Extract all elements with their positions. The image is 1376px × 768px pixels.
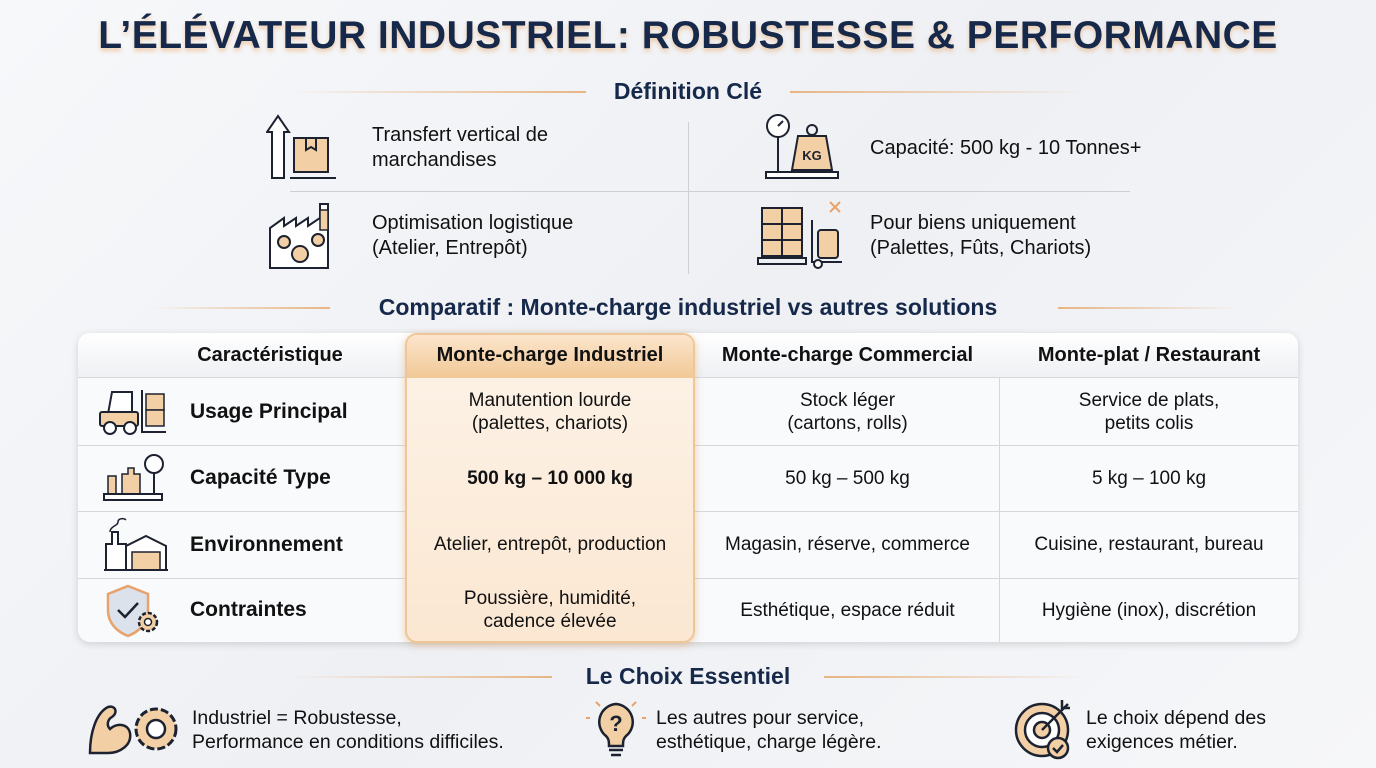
- choice-heading: Le Choix Essentiel: [585, 663, 791, 689]
- column-header: Monte-charge Commercial: [721, 344, 974, 366]
- table-cell: Service de plats, petits colis: [1078, 389, 1220, 434]
- highlight-header: [407, 335, 693, 378]
- column-header: Monte-charge Industriel: [436, 344, 664, 366]
- table-cell: Manutention lourde (palettes, chariots): [468, 389, 632, 434]
- table-cell: Esthétique, espace réduit: [740, 599, 955, 621]
- choice-item: Industriel = Robustesse, Performance en c…: [192, 707, 504, 753]
- table-cell: 500 kg – 10 000 kg: [467, 467, 633, 489]
- definition-item: Pour biens uniquement (Palettes, Fûts, Ch…: [870, 212, 1092, 259]
- choice-item: Les autres pour service, esthétique, char…: [656, 707, 882, 753]
- target-check-icon: [1014, 700, 1070, 760]
- divider: [790, 91, 1086, 93]
- page-title: L’ÉLÉVATEUR INDUSTRIEL: ROBUSTESSE & PER…: [98, 14, 1278, 57]
- box-up-arrow-icon: [266, 114, 336, 179]
- table-cell: 50 kg – 500 kg: [785, 467, 910, 489]
- divider: [290, 191, 1130, 192]
- table-cell: Atelier, entrepôt, production: [433, 534, 667, 555]
- forklift-icon: [99, 390, 166, 435]
- divider: [290, 91, 586, 93]
- table-cell: Magasin, réserve, commerce: [725, 534, 970, 555]
- shield-gear-icon: [106, 584, 159, 638]
- scale-kg-icon: KG: [765, 114, 839, 179]
- column-header: Caractéristique: [197, 344, 343, 366]
- definition-item: Optimisation logistique (Atelier, Entrepô…: [372, 212, 574, 259]
- table-cell: Hygiène (inox), discrétion: [1041, 599, 1257, 621]
- divider: [290, 676, 552, 678]
- weights-scale-icon: [103, 454, 164, 501]
- table-cell: 5 kg – 100 kg: [1091, 467, 1207, 489]
- warehouse-icon: [104, 517, 168, 571]
- row-label: Usage Principal: [190, 399, 348, 423]
- choice-item: Le choix dépend des exigences métier.: [1086, 707, 1266, 753]
- highlight-column: [405, 333, 695, 643]
- definition-heading: Définition Clé: [613, 78, 763, 104]
- row-label: Environnement: [190, 532, 343, 556]
- factory-gears-icon: [269, 203, 329, 269]
- comparison-heading: Comparatif : Monte-charge industriel vs …: [378, 294, 998, 320]
- definition-item: Transfert vertical de marchandises: [372, 124, 548, 171]
- table-cell: Poussière, humidité, cadence élevée: [463, 588, 637, 632]
- divider: [150, 307, 330, 309]
- svg-text:?: ?: [609, 711, 622, 736]
- col-divider: [999, 378, 1000, 642]
- table-cell: Cuisine, restaurant, bureau: [1034, 534, 1264, 555]
- definition-item: Capacité: 500 kg - 10 Tonnes+: [870, 137, 1142, 159]
- muscle-gear-icon: [88, 705, 178, 755]
- row-label: Capacité Type: [190, 466, 331, 489]
- divider: [1058, 307, 1238, 309]
- lightbulb-question-icon: ?: [586, 701, 646, 757]
- row-label: Contraintes: [190, 598, 307, 621]
- divider: [824, 676, 1086, 678]
- table-cell: Stock léger (cartons, rolls): [787, 389, 908, 434]
- column-header: Monte-plat / Restaurant: [1037, 344, 1261, 366]
- pallet-barrel-icon: [757, 201, 842, 269]
- divider: [688, 122, 689, 274]
- svg-text:KG: KG: [802, 148, 822, 163]
